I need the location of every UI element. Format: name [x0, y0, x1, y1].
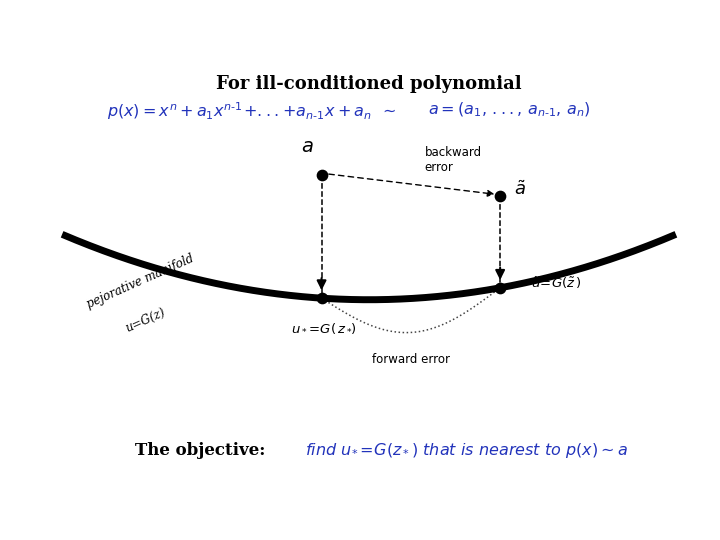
Text: backward
error: backward error: [425, 146, 482, 174]
Text: The objective:: The objective:: [135, 442, 271, 459]
Text: $a$: $a$: [300, 138, 313, 156]
Text: $\mathit{p(x)= x^n + a_1x^{n\text{-}1}\!+\!...\!+\!a_{n\text{-}1} x + a_n}$$\;\;: $\mathit{p(x)= x^n + a_1x^{n\text{-}1}\!…: [107, 100, 396, 122]
Text: u=G(z): u=G(z): [124, 306, 168, 335]
Text: $u_*\!=\!G(\,z_*\!)$: $u_*\!=\!G(\,z_*\!)$: [292, 321, 357, 335]
Text: $\tilde{u}\!=\!G(\tilde{z}\,)$: $\tilde{u}\!=\!G(\tilde{z}\,)$: [531, 276, 582, 292]
Point: [495, 284, 506, 292]
Text: $\mathit{a = (a_1,\,...,\,a_{n\text{-}1},\,a_n)}$: $\mathit{a = (a_1,\,...,\,a_{n\text{-}1}…: [428, 100, 590, 119]
Point: [495, 192, 506, 200]
Point: [316, 171, 328, 179]
Text: $\tilde{a}$: $\tilde{a}$: [514, 180, 526, 199]
Text: pejorative manifold: pejorative manifold: [84, 252, 196, 310]
Point: [316, 294, 328, 302]
Text: forward error: forward error: [372, 353, 450, 366]
Text: For ill-conditioned polynomial: For ill-conditioned polynomial: [216, 75, 522, 93]
Text: $\mathit{find\ u_{\!*}\!=\!G(z_*)\  that\ is\ nearest\ to\ p(x){\sim}a}$: $\mathit{find\ u_{\!*}\!=\!G(z_*)\ that\…: [305, 441, 628, 460]
